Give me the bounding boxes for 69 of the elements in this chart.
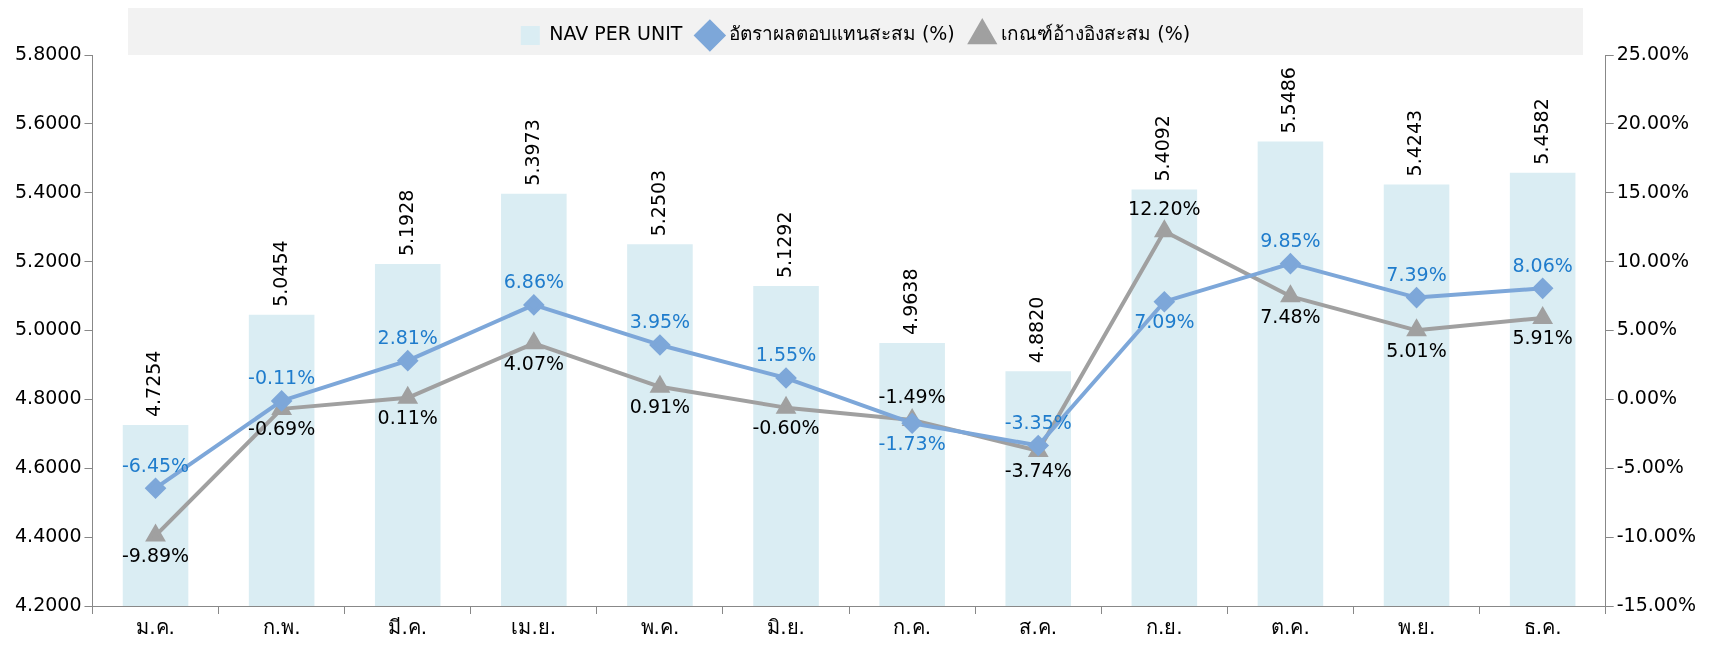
data-label: 8.06% [1512,253,1573,276]
y-tick-label: 4.6000 [15,455,82,478]
data-label: 1.55% [755,343,817,366]
x-tick-label: ก.ย. [1145,615,1183,640]
x-tick-label: ก.ค. [893,615,931,640]
legend-label: อัตราผลตอบแทนสะสม (%) [728,22,955,45]
y-tick-label: 4.4000 [15,524,82,547]
x-tick-label: ก.พ. [262,615,301,640]
x-tick-label: พ.ค. [640,615,680,640]
y2-tick-label: -15.00% [1616,592,1697,615]
x-tick-label: ธ.ค. [1523,615,1562,640]
data-label: 5.2503 [646,169,669,237]
data-label: -0.69% [248,417,316,440]
data-label: 7.09% [1134,310,1195,333]
data-label: 6.86% [503,270,565,293]
data-label: 5.0454 [268,240,291,307]
data-label: 5.4092 [1151,115,1174,182]
y-tick-label: 5.2000 [15,248,82,271]
data-label: 5.5486 [1277,67,1300,134]
data-label: 0.91% [629,395,691,418]
data-label: 12.20% [1128,196,1201,219]
x-tick-label: ส.ค. [1019,615,1058,640]
y2-tick-label: 25.00% [1616,41,1690,64]
data-label: 7.48% [1260,304,1321,327]
data-label: 3.95% [629,310,691,333]
y2-tick-label: 15.00% [1616,179,1690,202]
data-label: 5.01% [1386,338,1447,361]
data-label: 4.7254 [142,350,165,418]
data-label: 7.39% [1386,263,1447,286]
data-label: 0.11% [377,406,438,429]
data-label: -6.45% [121,453,190,476]
data-label: 5.3973 [520,119,543,186]
data-label: 4.07% [503,351,565,374]
x-tick-label: มี.ค. [388,615,428,640]
data-label: 5.4243 [1403,109,1426,177]
y-tick-label: 4.8000 [15,386,82,409]
y-tick-label: 5.4000 [15,179,82,202]
data-label: -9.89% [121,544,190,567]
data-label: 5.1928 [394,189,417,257]
data-label: 4.8820 [1025,296,1048,364]
y-tick-label: 4.2000 [15,592,82,615]
data-label: -0.60% [752,416,820,439]
y2-tick-label: 5.00% [1616,317,1678,340]
data-label: -0.11% [248,366,316,389]
y2-tick-label: 10.00% [1616,248,1690,271]
x-tick-label: เม.ย. [511,615,557,640]
data-label: -3.35% [1004,410,1072,433]
x-tick-label: ต.ค. [1271,615,1310,640]
y-tick-label: 5.0000 [15,317,82,340]
y2-tick-label: 0.00% [1616,386,1678,409]
data-label: 5.91% [1512,326,1573,349]
data-label: -1.49% [878,385,946,408]
y2-tick-label: -10.00% [1616,524,1697,547]
y-tick-label: 5.6000 [15,110,82,133]
data-label: 9.85% [1260,229,1321,252]
data-label: 4.9638 [899,268,922,335]
legend-label: NAV PER UNIT [549,22,683,45]
x-tick-label: มิ.ย. [767,615,805,640]
y-tick-label: 5.8000 [15,41,82,64]
data-label: 5.4582 [1529,98,1552,165]
data-label: 2.81% [377,326,438,349]
data-label: 5.1292 [772,211,795,279]
y2-tick-label: -5.00% [1616,455,1684,478]
x-tick-label: พ.ย. [1397,615,1436,640]
y2-tick-label: 20.00% [1616,110,1690,133]
data-label: -3.74% [1004,459,1072,482]
data-label: -1.73% [878,431,946,454]
x-tick-label: ม.ค. [136,615,175,640]
legend-label: เกณฑ์อ้างอิงสะสม (%) [1001,22,1191,45]
